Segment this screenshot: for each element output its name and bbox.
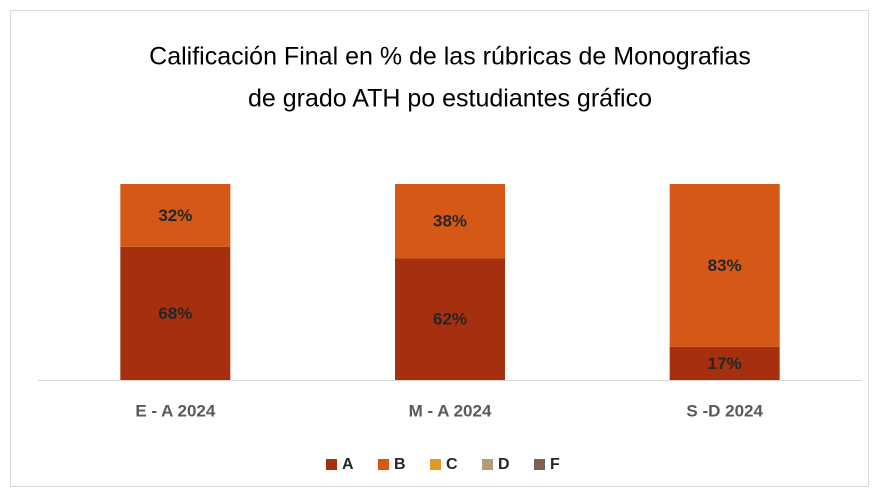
bar-segment — [120, 184, 231, 247]
legend-swatch — [482, 459, 493, 470]
bar-segment — [669, 184, 780, 347]
chart-title: Calificación Final en % de las rúbricas … — [149, 43, 751, 71]
data-label: 38% — [433, 212, 467, 231]
legend-label: F — [550, 456, 560, 473]
legend-swatch — [326, 459, 337, 470]
legend-label: C — [446, 456, 458, 473]
legend-label: D — [498, 456, 510, 473]
x-tick-label: S -D 2024 — [686, 401, 763, 420]
legend-swatch — [430, 459, 441, 470]
data-label: 17% — [708, 354, 742, 373]
legend-label: A — [342, 456, 354, 473]
data-label: 68% — [158, 304, 192, 323]
x-tick-label: E - A 2024 — [135, 401, 216, 420]
data-label: 32% — [158, 206, 192, 225]
bar-segment — [120, 246, 231, 380]
bar-segment — [395, 184, 505, 259]
data-label: 83% — [708, 256, 742, 275]
legend-swatch — [534, 459, 545, 470]
data-label: 62% — [433, 310, 467, 329]
x-tick-label: M - A 2024 — [409, 401, 492, 420]
chart-title: de grado ATH po estudiantes gráfico — [248, 85, 652, 113]
legend-label: B — [394, 456, 406, 473]
legend-swatch — [378, 459, 389, 470]
bar-segment — [669, 346, 780, 380]
bar-segment — [395, 258, 505, 380]
